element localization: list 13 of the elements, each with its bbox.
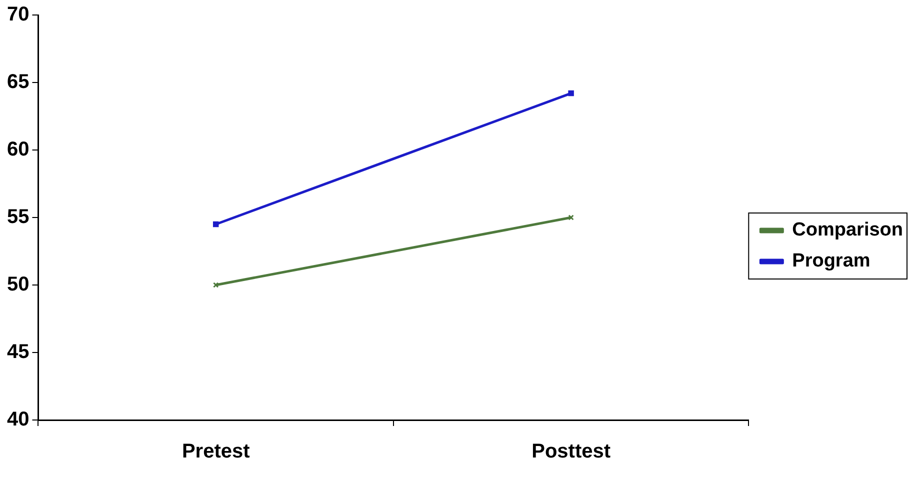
y-tick-label: 50: [6, 274, 30, 296]
y-tick-label: 45: [6, 341, 30, 364]
legend-label: Program: [792, 250, 870, 272]
y-tick-label: 55: [6, 206, 30, 228]
y-tick-label: 40: [6, 408, 30, 431]
y-tick-label: 70: [6, 4, 30, 26]
x-tick-label: Posttest: [532, 440, 611, 463]
point: [212, 221, 219, 228]
y-tick-label: 60: [6, 138, 30, 161]
x-tick-label: Pretest: [182, 440, 250, 463]
point: [568, 90, 574, 96]
legend-label: Comparison: [792, 220, 904, 241]
y-tick-label: 65: [6, 71, 30, 94]
